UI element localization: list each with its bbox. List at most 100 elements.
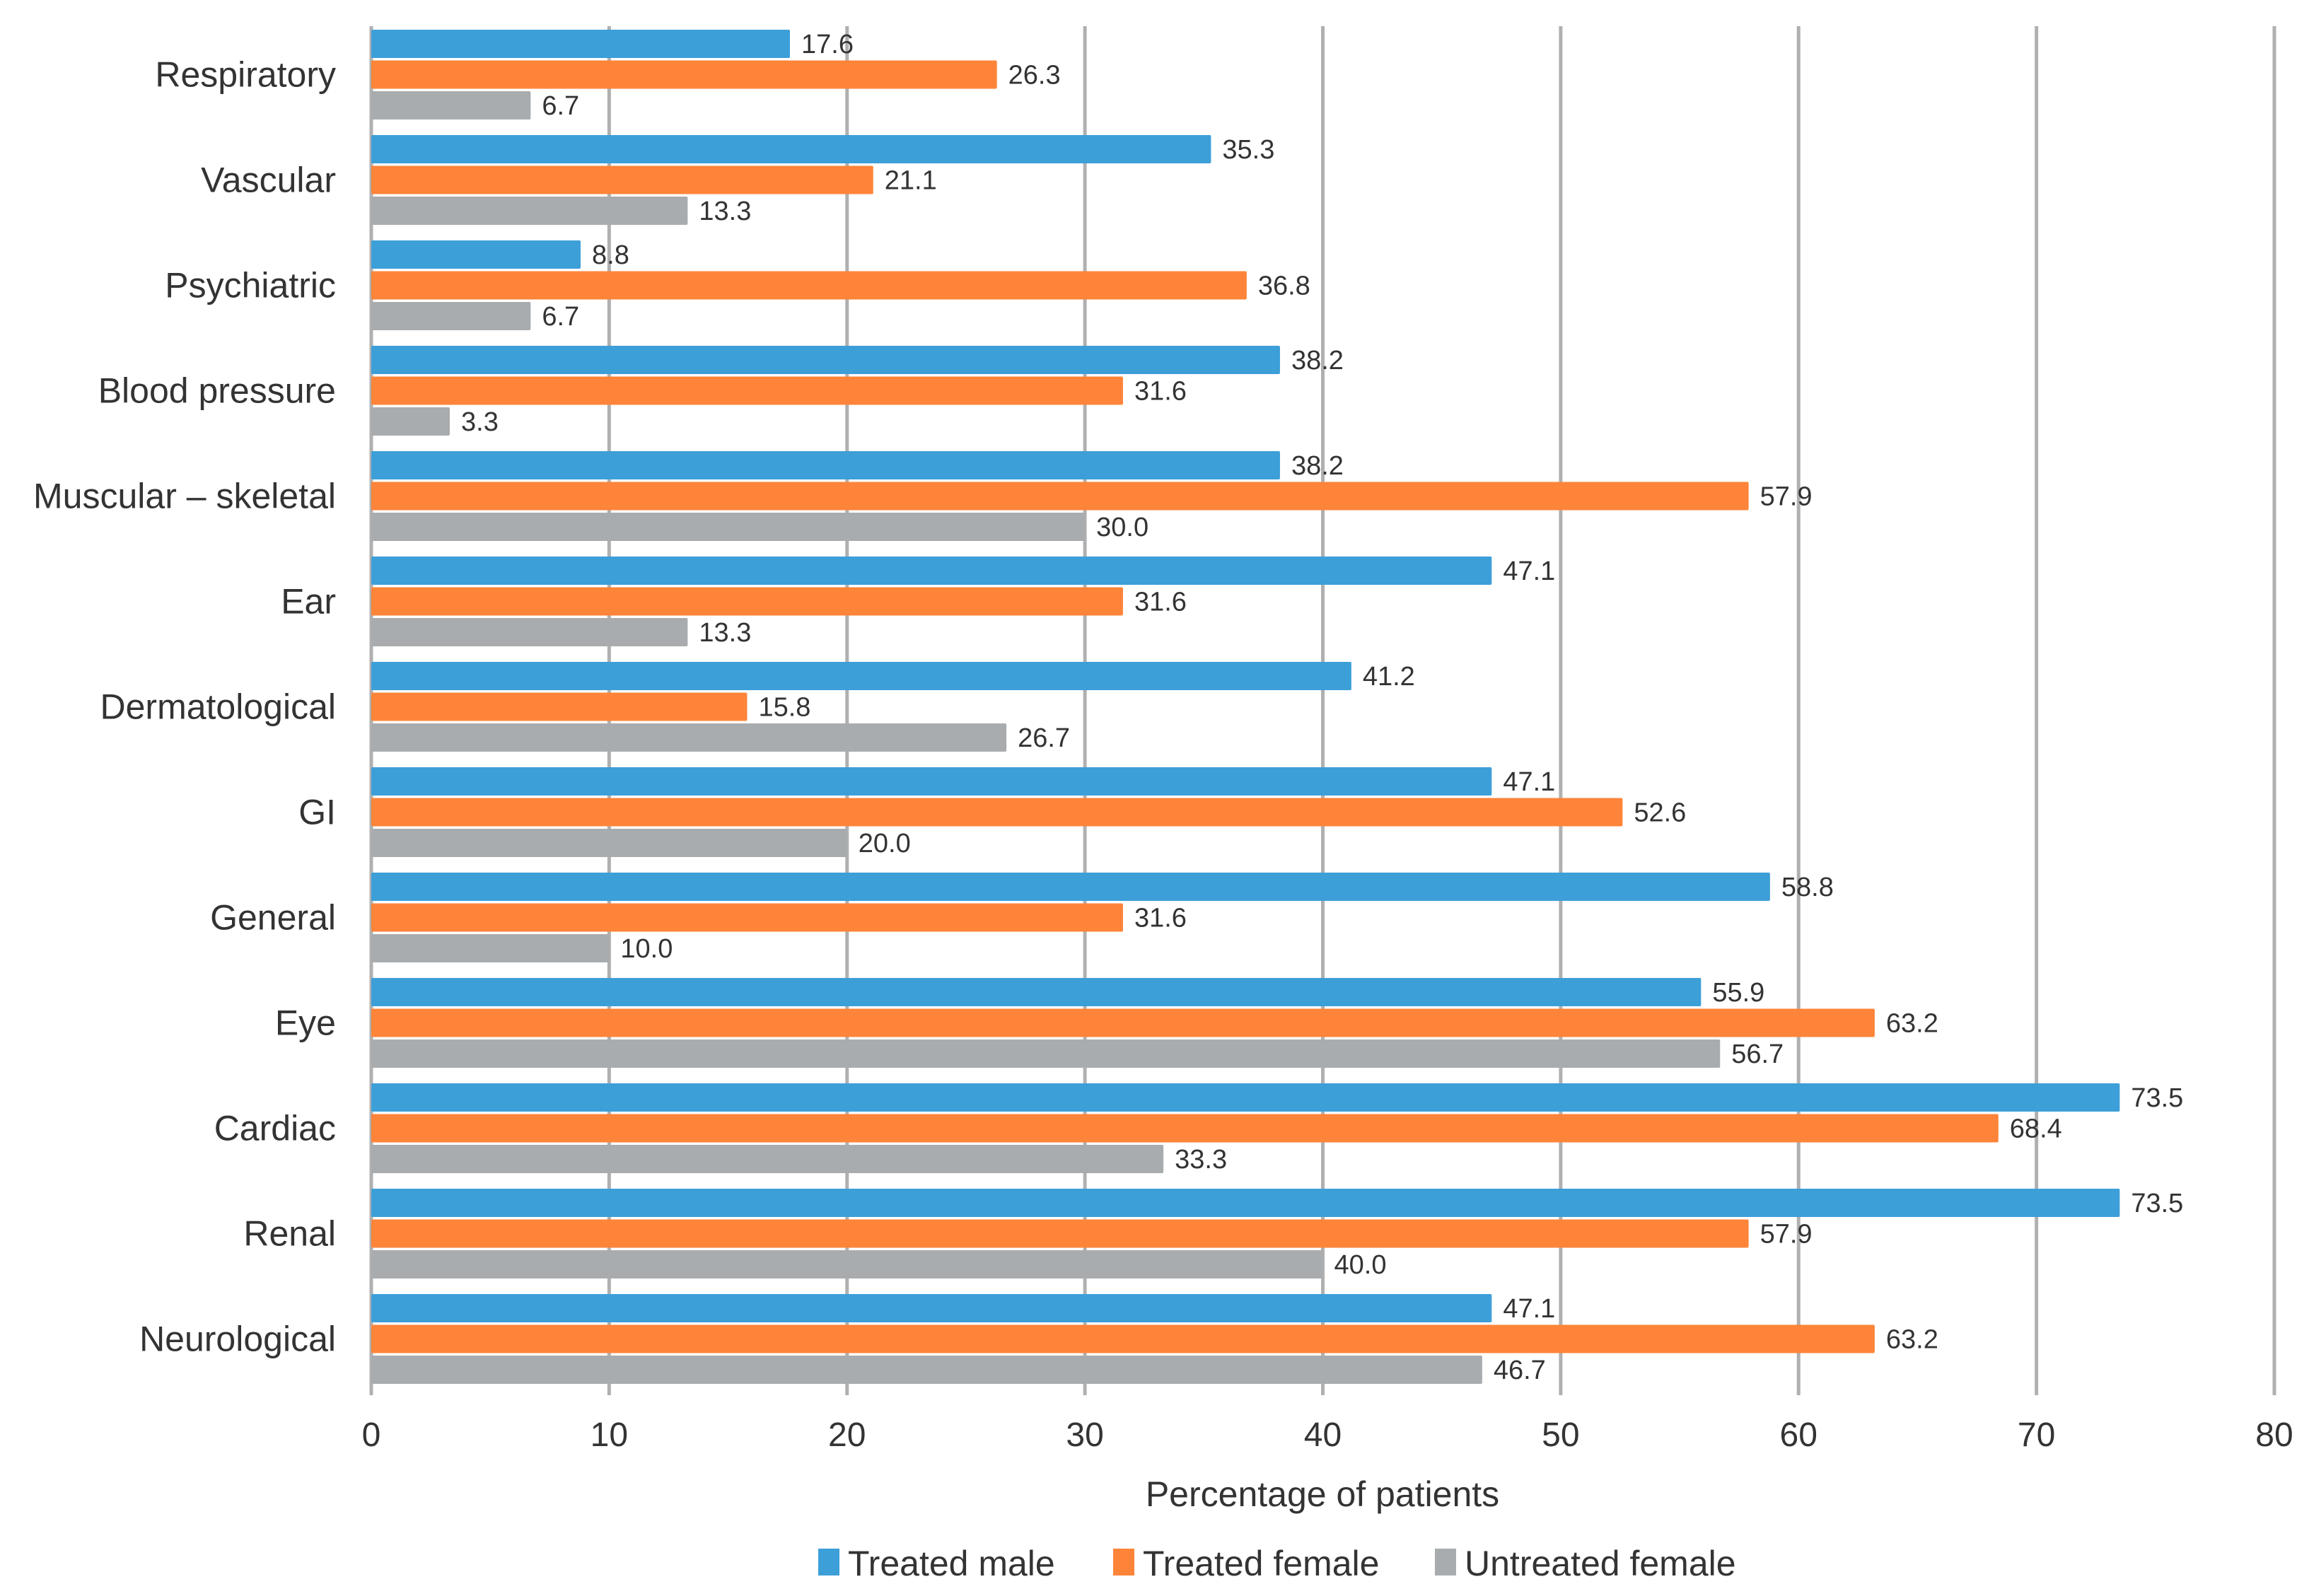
data-label: 20.0	[859, 829, 911, 858]
bar	[371, 91, 531, 120]
bar	[371, 829, 847, 857]
bar	[371, 1219, 1749, 1248]
bar	[371, 1083, 2120, 1112]
data-label: 15.8	[758, 693, 810, 723]
data-label: 57.9	[1760, 1220, 1813, 1250]
data-label: 33.3	[1175, 1145, 1227, 1175]
category-label: Vascular	[201, 161, 336, 200]
data-label: 21.1	[885, 166, 937, 196]
bar	[371, 587, 1123, 616]
data-label: 3.3	[461, 407, 499, 437]
data-label: 26.7	[1018, 723, 1070, 753]
data-label: 35.3	[1222, 135, 1274, 165]
bar	[371, 30, 791, 58]
data-label: 73.5	[2131, 1083, 2183, 1113]
bar	[371, 1324, 1875, 1353]
data-label: 31.6	[1134, 588, 1187, 617]
bar	[371, 240, 581, 269]
data-label: 38.2	[1291, 346, 1344, 375]
bar	[371, 1039, 1721, 1068]
x-tick-label: 80	[2255, 1416, 2293, 1454]
data-label: 68.4	[2010, 1114, 2062, 1144]
bar	[371, 451, 1280, 479]
x-tick-labels: 0 10 20 30 40 50 60 70 80	[362, 1416, 2293, 1454]
bar	[371, 482, 1749, 511]
data-label: 63.2	[1886, 1325, 1938, 1355]
category-labels: Respiratory Vascular Psychiatric Blood pres…	[33, 55, 336, 1359]
bar	[371, 302, 531, 330]
bar	[371, 1250, 1323, 1278]
data-label: 30.0	[1096, 513, 1148, 542]
bar	[371, 407, 450, 436]
data-label: 38.2	[1291, 451, 1344, 481]
data-label: 13.3	[699, 618, 751, 648]
category-label: General	[210, 898, 336, 938]
bar	[371, 978, 1702, 1006]
data-label: 36.8	[1258, 272, 1310, 301]
category-label: Ear	[281, 582, 336, 622]
legend-swatch	[1113, 1549, 1134, 1575]
legend: Treated male Treated female Untreated fema…	[818, 1544, 1736, 1583]
data-label: 73.5	[2131, 1189, 2183, 1218]
legend-swatch	[818, 1549, 839, 1575]
data-label: 6.7	[542, 91, 579, 121]
data-label: 63.2	[1886, 1009, 1938, 1039]
category-label: GI	[298, 793, 336, 832]
bar	[371, 346, 1280, 374]
bar	[371, 692, 748, 721]
data-label: 47.1	[1503, 557, 1555, 586]
category-label: Neurological	[139, 1320, 336, 1359]
data-label: 13.3	[699, 197, 751, 226]
x-axis-title: Percentage of patients	[1146, 1474, 1499, 1514]
category-label: Psychiatric	[165, 266, 336, 305]
bar	[371, 513, 1086, 541]
data-label: 31.6	[1134, 377, 1187, 407]
data-label: 41.2	[1363, 662, 1415, 692]
x-tick-label: 20	[828, 1416, 866, 1454]
bar	[371, 197, 688, 225]
category-label: Muscular – skeletal	[33, 477, 336, 516]
category-label: Blood pressure	[98, 371, 336, 411]
data-label: 17.6	[801, 30, 854, 59]
bar	[371, 618, 688, 646]
data-label: 52.6	[1634, 798, 1686, 828]
bar	[371, 1189, 2120, 1217]
x-tick-label: 50	[1542, 1416, 1579, 1454]
category-label: Respiratory	[155, 55, 336, 95]
data-label: 31.6	[1134, 904, 1187, 933]
data-label: 40.0	[1334, 1250, 1387, 1280]
x-tick-label: 40	[1304, 1416, 1342, 1454]
gridlines	[369, 26, 2276, 1395]
legend-label: Treated male	[848, 1544, 1055, 1583]
bar	[371, 1356, 1482, 1384]
x-tick-label: 60	[1780, 1416, 1817, 1454]
bar	[371, 903, 1123, 932]
bar	[371, 798, 1623, 827]
bar	[371, 165, 873, 194]
category-label: Eye	[275, 1003, 336, 1043]
data-label: 47.1	[1503, 1294, 1555, 1324]
data-label: 6.7	[542, 302, 579, 332]
bar	[371, 1145, 1164, 1173]
x-tick-label: 0	[362, 1416, 381, 1454]
bar	[371, 767, 1492, 796]
data-label: 55.9	[1712, 978, 1764, 1008]
x-tick-label: 30	[1066, 1416, 1103, 1454]
category-label: Dermatological	[100, 687, 336, 727]
bar	[371, 873, 1770, 901]
bar	[371, 557, 1492, 585]
bar	[371, 934, 610, 962]
legend-label: Treated female	[1143, 1544, 1379, 1583]
bar	[371, 1114, 1999, 1143]
bar	[371, 271, 1247, 300]
data-label: 56.7	[1731, 1039, 1784, 1069]
data-label: 57.9	[1760, 482, 1813, 512]
bar	[371, 723, 1007, 752]
data-label: 8.8	[592, 240, 629, 270]
bar	[371, 662, 1351, 690]
category-label: Renal	[243, 1214, 336, 1254]
x-tick-label: 10	[591, 1416, 628, 1454]
category-label: Cardiac	[214, 1109, 336, 1148]
data-label: 46.7	[1494, 1356, 1546, 1385]
